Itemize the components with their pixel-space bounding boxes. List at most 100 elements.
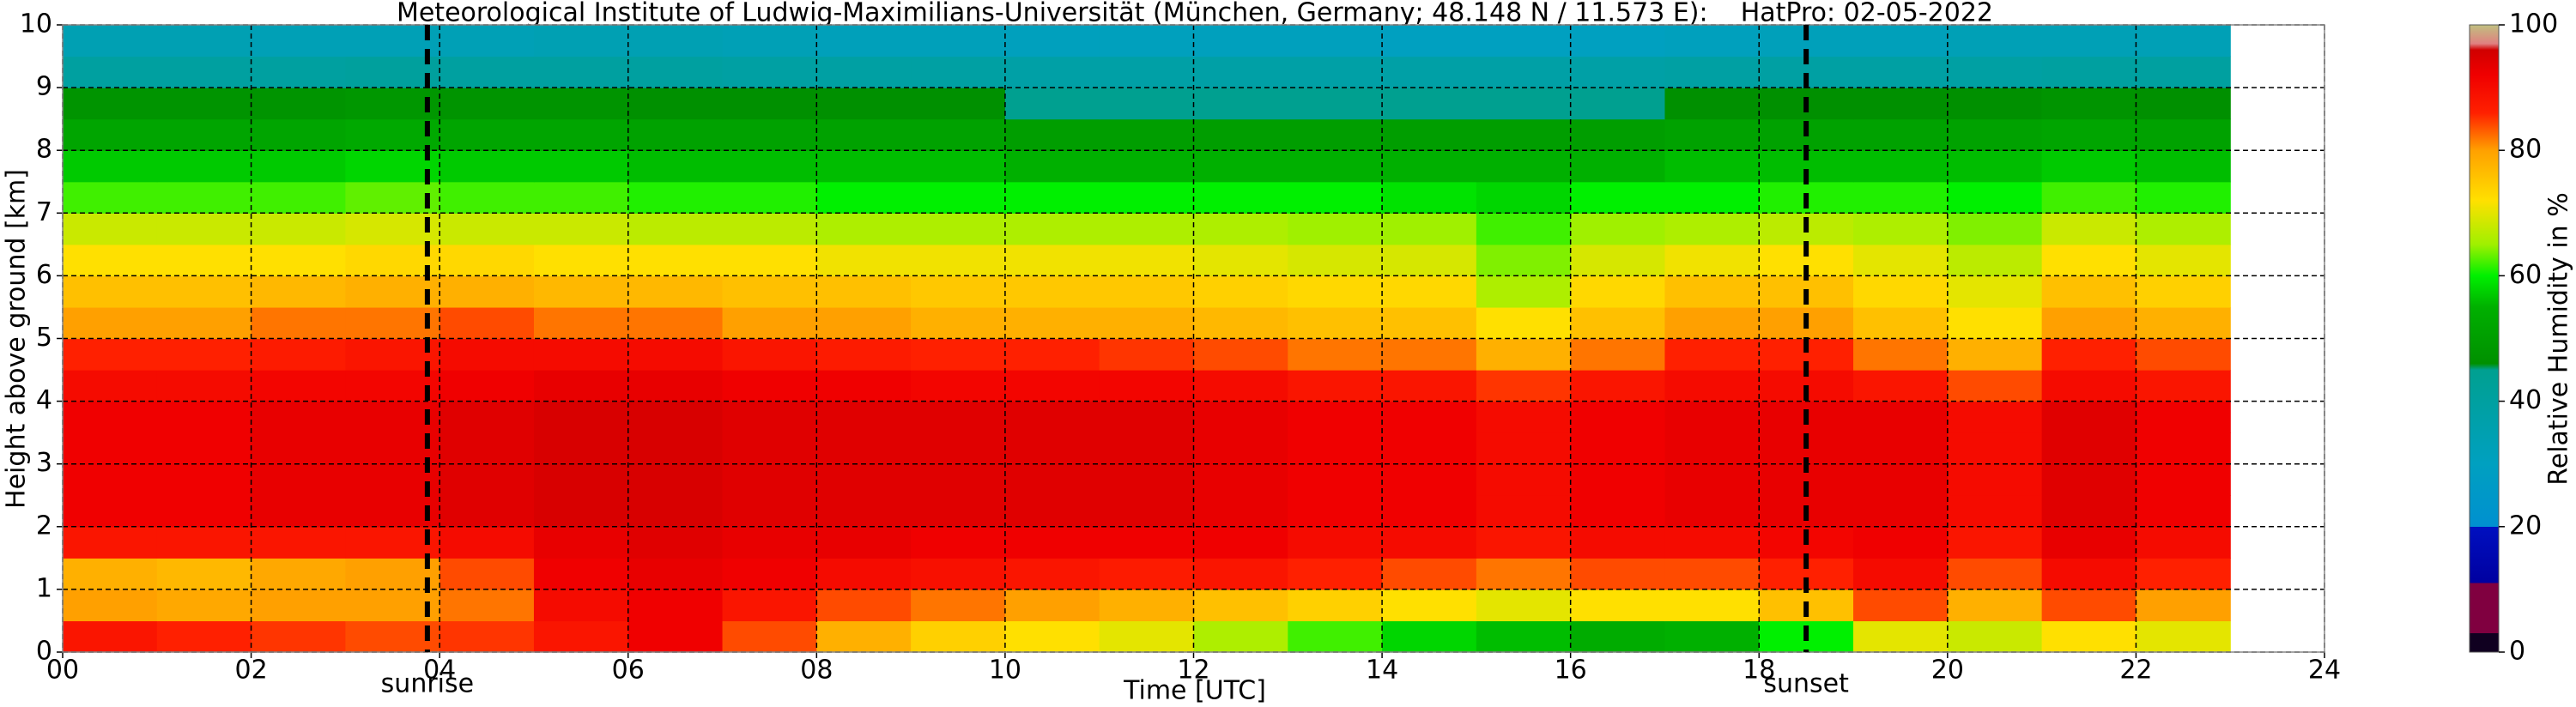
heat-cell	[345, 213, 440, 245]
heat-cell	[1382, 244, 1477, 276]
heat-cell	[627, 118, 724, 151]
heat-cell	[439, 558, 535, 590]
heat-cell	[1570, 401, 1666, 433]
heat-cell	[722, 620, 817, 653]
heat-cell	[1288, 432, 1383, 465]
heat-cell	[2136, 620, 2231, 653]
heat-cell	[2041, 589, 2137, 622]
heat-cell	[1382, 25, 1477, 57]
heat-cell	[1099, 463, 1195, 496]
heat-cell	[156, 56, 252, 88]
heat-cell	[1947, 88, 2043, 120]
chart-title: Meteorological Institute of Ludwig-Maxim…	[397, 0, 1993, 28]
heat-cell	[816, 306, 912, 340]
heat-cell	[1664, 526, 1760, 559]
heat-cell	[816, 118, 912, 151]
heat-cell	[439, 495, 535, 528]
heat-cell	[345, 25, 440, 57]
heat-cell	[1004, 181, 1100, 214]
heat-cell	[251, 88, 346, 120]
heat-cell	[627, 338, 724, 371]
heat-cell	[911, 25, 1006, 57]
x-tick-label: 08	[800, 656, 833, 686]
heat-cell	[1288, 181, 1383, 214]
heat-cell	[439, 463, 535, 496]
heat-cell	[1004, 275, 1100, 308]
heat-cell	[251, 118, 346, 151]
heat-cell	[911, 244, 1006, 276]
x-tick-label: 16	[1555, 656, 1587, 686]
heat-cell	[439, 370, 535, 402]
heat-cell	[1664, 118, 1760, 151]
heat-cell	[533, 213, 629, 245]
heat-cell	[1570, 25, 1666, 57]
heat-cell	[1288, 589, 1383, 622]
heat-cell	[1382, 338, 1477, 371]
heat-cell	[2136, 338, 2231, 371]
heat-cell	[63, 244, 158, 276]
x-tick-label: 24	[2308, 656, 2341, 686]
heat-cell	[345, 338, 440, 371]
heat-cell	[1288, 213, 1383, 245]
heat-cell	[1476, 25, 1572, 57]
heat-cell	[156, 244, 252, 276]
heat-cell	[1947, 244, 2043, 276]
heat-cell	[1853, 432, 1949, 465]
heat-cell	[1476, 244, 1572, 276]
heat-cell	[1288, 306, 1383, 340]
heat-cell	[627, 25, 724, 57]
heat-cell	[627, 244, 724, 276]
heat-cell	[1382, 589, 1477, 622]
colorbar-tick-label: 100	[2509, 9, 2558, 39]
heat-cell	[1476, 306, 1572, 340]
heat-cell	[1004, 338, 1100, 371]
x-tick-label: 18	[1743, 656, 1775, 686]
heat-cell	[1476, 401, 1572, 433]
heat-cell	[156, 338, 252, 371]
heat-cell	[1476, 88, 1572, 120]
heat-cell	[911, 463, 1006, 496]
heat-cell	[251, 589, 346, 622]
heat-cell	[1382, 275, 1477, 308]
heat-cell	[439, 181, 535, 214]
heat-cell	[911, 432, 1006, 465]
heat-cell	[1476, 213, 1572, 245]
heat-cell	[1853, 118, 1949, 151]
heat-cell	[156, 213, 252, 245]
heat-cell	[1382, 370, 1477, 402]
heat-cell	[1664, 370, 1760, 402]
heat-cell	[345, 275, 440, 308]
heat-cell	[2136, 150, 2231, 183]
heat-cell	[1004, 150, 1100, 183]
heat-cell	[816, 88, 912, 120]
heat-cell	[1947, 275, 2043, 308]
heat-cell	[345, 495, 440, 528]
heat-cell	[911, 118, 1006, 151]
heat-cell	[2136, 181, 2231, 214]
heat-cell	[2136, 495, 2231, 528]
heat-cell	[251, 526, 346, 559]
heat-cell	[816, 370, 912, 402]
heat-cell	[1099, 88, 1195, 120]
heat-cell	[1570, 181, 1666, 214]
heat-cell	[533, 495, 629, 528]
heat-cell	[911, 370, 1006, 402]
heat-cell	[1570, 118, 1666, 151]
y-tick-label: 7	[36, 197, 52, 227]
heat-cell	[345, 620, 440, 653]
heat-cell	[1853, 526, 1949, 559]
heat-cell	[1193, 56, 1288, 88]
heat-cell	[63, 338, 158, 371]
heat-cell	[1947, 558, 2043, 590]
heat-cell	[1664, 150, 1760, 183]
heat-cell	[345, 118, 440, 151]
heat-cell	[722, 558, 817, 590]
heat-cell	[911, 558, 1006, 590]
y-tick-label: 4	[36, 385, 52, 415]
y-tick-label: 8	[36, 135, 52, 165]
heat-cell	[1947, 401, 2043, 433]
heat-cell	[2041, 370, 2137, 402]
heat-cell	[251, 620, 346, 653]
heat-cell	[1476, 589, 1572, 622]
heat-cell	[1476, 495, 1572, 528]
